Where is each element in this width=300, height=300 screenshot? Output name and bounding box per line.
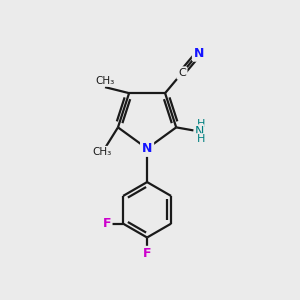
Text: CH₃: CH₃ [92,147,112,157]
Text: N: N [194,125,204,138]
Text: F: F [103,217,111,230]
Text: N: N [142,142,152,155]
Text: H: H [196,119,205,129]
Text: F: F [143,247,151,260]
Text: C: C [178,68,186,78]
Text: H: H [196,134,205,144]
Text: CH₃: CH₃ [95,76,115,86]
Text: N: N [194,47,204,60]
